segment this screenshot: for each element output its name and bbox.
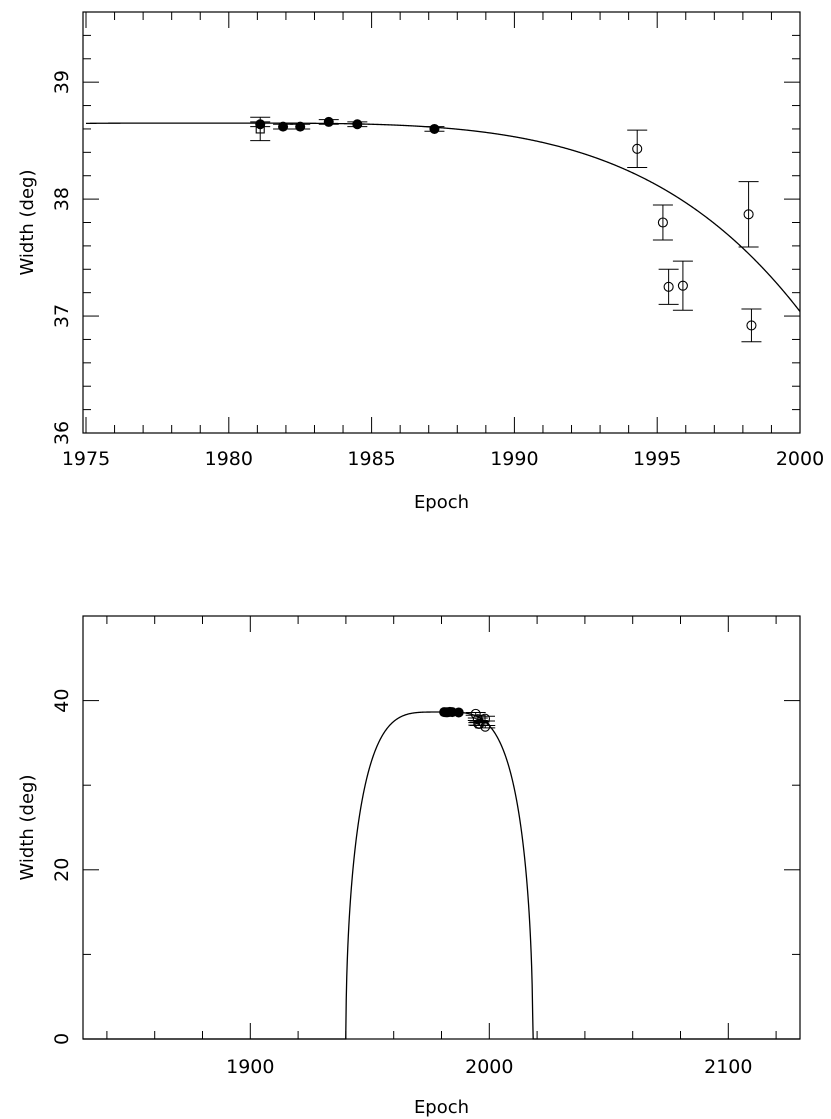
data-point-open	[657, 217, 668, 228]
top-chart: 1975 1980 1985 1990 1995 2000 36 37 38 39 Epoch Wid…	[17, 11, 824, 513]
data-point-open	[743, 209, 754, 220]
y-tick-label: 20	[51, 858, 73, 882]
x-tick-label: 1985	[347, 448, 395, 470]
y-tick-label: 36	[51, 421, 73, 445]
data-point-open	[746, 320, 757, 331]
model-curve	[86, 122, 801, 312]
data-point-filled	[278, 121, 289, 132]
data-point-open	[663, 281, 674, 292]
y-tick-label: 39	[51, 70, 73, 94]
x-tick-label: 1975	[62, 448, 110, 470]
model-curve	[83, 711, 800, 1040]
x-tick-label: 1900	[226, 1056, 274, 1078]
x-tick-label: 2100	[704, 1056, 752, 1078]
plot-frame	[82, 11, 801, 434]
plot-frame	[82, 615, 801, 1040]
data-point-open	[479, 713, 491, 724]
data-point-filled	[323, 116, 334, 127]
data-point-filled	[429, 123, 440, 134]
y-tick-label: 0	[51, 1033, 73, 1045]
x-tick-label: 1980	[205, 448, 253, 470]
y-tick-label: 40	[51, 689, 73, 713]
y-axis-title: Width (deg)	[17, 170, 38, 276]
data-point-open	[632, 143, 643, 154]
data-point-filled	[453, 707, 464, 718]
data-point-filled	[295, 121, 306, 132]
y-tick-label: 38	[51, 187, 73, 211]
x-tick-label: 1995	[633, 448, 681, 470]
bottom-chart: 1900 2000 2100 0 20 40 Epoch Width (deg)	[17, 615, 801, 1118]
x-axis-title: Epoch	[414, 1097, 469, 1118]
x-tick-label: 2000	[776, 448, 824, 470]
y-tick-label: 37	[51, 304, 73, 328]
y-axis-title: Width (deg)	[17, 775, 38, 881]
data-point-square	[255, 124, 265, 134]
data-point-filled	[352, 119, 363, 130]
x-axis-title: Epoch	[414, 492, 469, 513]
x-tick-label: 1990	[490, 448, 538, 470]
data-point-open	[480, 721, 491, 732]
x-tick-label: 2000	[465, 1056, 513, 1078]
data-point-open	[677, 280, 688, 291]
